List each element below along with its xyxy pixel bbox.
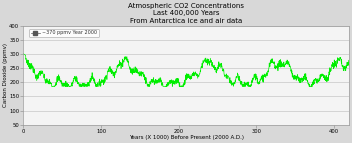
Line: ~370 ppmv Year 2000: ~370 ppmv Year 2000 [24,54,349,86]
~370 ppmv Year 2000 [50,86,54,87]
~370 ppmv Year 2000 [166,83,171,84]
~370 ppmv Year 2000 [172,83,177,84]
~370 ppmv Year 2000 [60,86,64,87]
X-axis label: Years (X 1000) Before Present (2000 A.D.): Years (X 1000) Before Present (2000 A.D.… [129,135,244,140]
~370 ppmv Year 2000 [21,53,26,55]
Title: Atmospheric CO2 Concentrations
Last 400,000 Years
From Antarctica ice and air da: Atmospheric CO2 Concentrations Last 400,… [128,3,244,24]
~370 ppmv Year 2000 [347,63,351,65]
~370 ppmv Year 2000 [160,85,164,86]
Legend: ~370 ppmv Year 2000: ~370 ppmv Year 2000 [29,29,99,37]
~370 ppmv Year 2000 [207,60,211,62]
~370 ppmv Year 2000 [46,81,51,83]
Y-axis label: Carbon Dioxide (ppmv): Carbon Dioxide (ppmv) [3,43,8,107]
